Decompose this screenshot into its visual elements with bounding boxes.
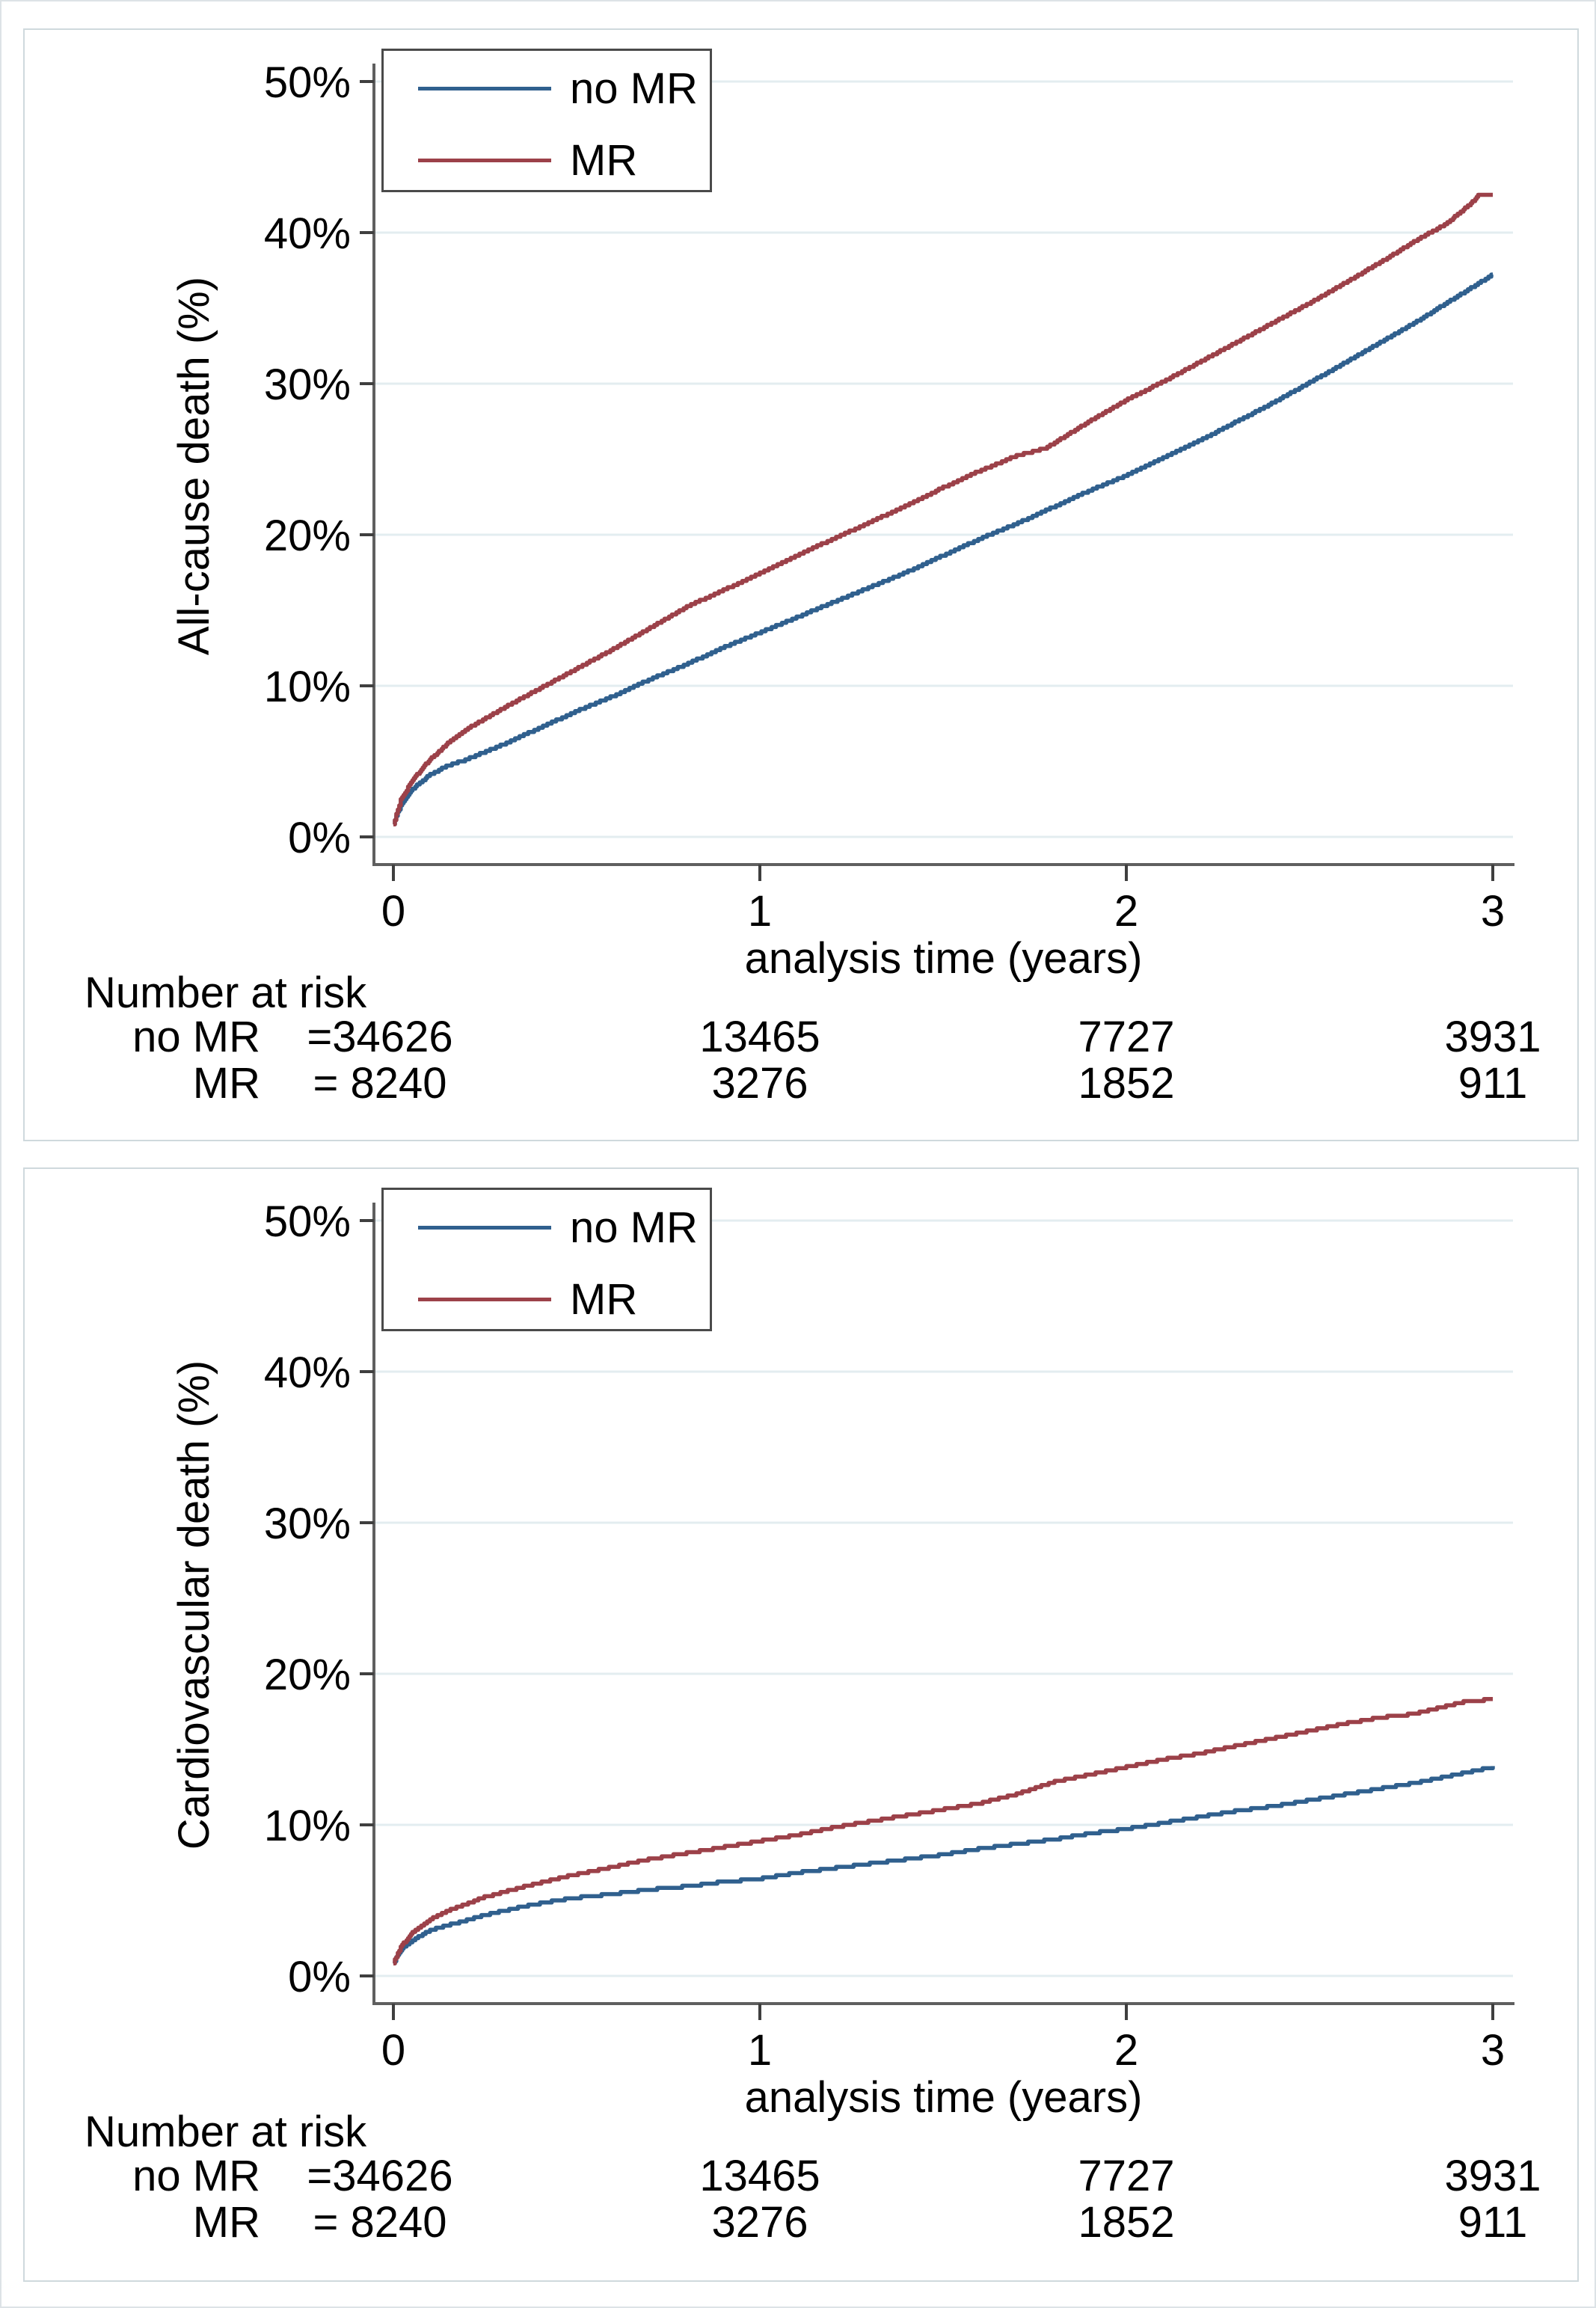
legend-label-MR: MR [570,1275,638,1324]
risk-value: 3931 [1444,2152,1541,2200]
y-axis-title-text: All-cause death (%) [170,276,218,656]
y-tick-label: 0% [288,1953,351,2001]
x-tick-label: 3 [1481,2026,1505,2075]
risk-value: = 8240 [313,2198,447,2247]
cardiovascular-death-chart: 0% 10% 20% 30% 40% 50% 0 1 2 3 [264,1197,1514,2075]
risk-value: 7727 [1078,1013,1175,1061]
legend-line-MR [418,159,551,162]
risk-value: 1852 [1078,2198,1175,2247]
y-tick-label: 10% [264,1802,351,1850]
y-tick-label: 40% [264,209,351,258]
risk-row-label-no-MR: no MR [132,2152,260,2200]
legend: no MR MR [381,49,712,192]
risk-row-label-MR: MR [192,1059,260,1108]
km-curve-MR [393,1696,1493,1965]
km-curve-no-MR [393,1766,1495,1965]
risk-value: 3276 [711,1059,808,1108]
panel-cardiovascular-death: 0% 10% 20% 30% 40% 50% 0 1 2 3 Cardiovascular dea… [23,1167,1579,2282]
risk-value: 1852 [1078,1059,1175,1108]
risk-table-title: Number at risk [85,2108,367,2156]
legend-line-no-MR [418,1226,551,1230]
risk-value: = 8240 [313,1059,447,1108]
risk-value: =34626 [307,1013,453,1061]
y-tick-label: 30% [264,360,351,409]
risk-value: 13465 [699,1013,820,1061]
legend-label-no-MR: no MR [570,1203,698,1252]
x-axis-title: analysis time (years) [744,2073,1143,2122]
y-tick-label: 40% [264,1348,351,1397]
risk-value: 3931 [1444,1013,1541,1061]
panel-all-cause-death: 0% 10% 20% 30% 40% 50% 0 1 2 3 All-cause death (%… [23,28,1579,1141]
km-curve-MR [393,192,1493,826]
x-tick-label: 3 [1481,887,1505,936]
y-tick-label: 20% [264,512,351,560]
x-tick-label: 1 [748,2026,772,2075]
km-curve-no-MR [393,272,1494,826]
risk-row-label-no-MR: no MR [132,1013,260,1061]
risk-value: 7727 [1078,2152,1175,2200]
y-tick-label: 50% [264,1197,351,1246]
legend-label-no-MR: no MR [570,64,698,113]
y-tick-label: 30% [264,1500,351,1548]
x-tick-label: 0 [381,2026,405,2075]
risk-value: =34626 [307,2152,453,2200]
x-tick-label: 1 [748,887,772,936]
legend-line-no-MR [418,87,551,90]
gridlines [375,1219,1513,1977]
x-tick-label: 0 [381,887,405,936]
risk-value: 911 [1458,2198,1528,2247]
x-tick-label: 2 [1114,887,1138,936]
risk-table-title: Number at risk [85,969,367,1017]
legend: no MR MR [381,1188,712,1331]
x-tick-label: 2 [1114,2026,1138,2075]
legend-label-MR: MR [570,136,638,185]
risk-value: 911 [1458,1059,1528,1108]
x-axis-title: analysis time (years) [744,934,1143,983]
y-tick-label: 10% [264,663,351,711]
y-tick-label: 20% [264,1651,351,1699]
y-axis-title-text: Cardiovascular death (%) [170,1360,218,1850]
legend-line-MR [418,1298,551,1301]
y-tick-label: 0% [288,814,351,862]
risk-value: 13465 [699,2152,820,2200]
risk-value: 3276 [711,2198,808,2247]
risk-row-label-MR: MR [192,2198,260,2247]
y-tick-label: 50% [264,58,351,107]
